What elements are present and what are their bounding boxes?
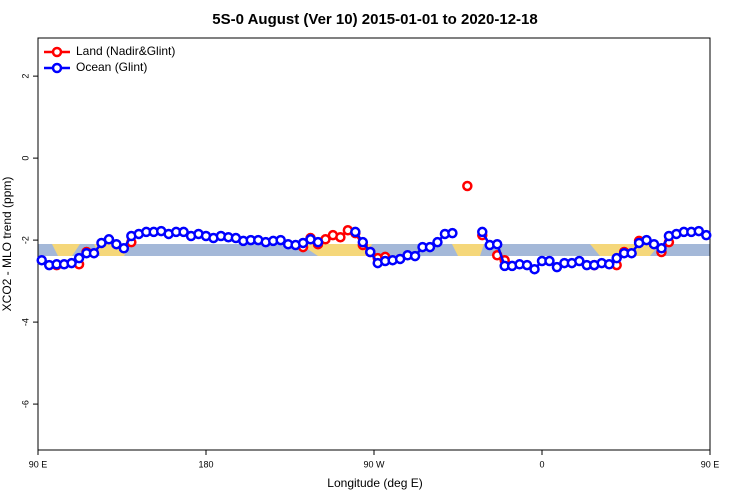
data-point: [335, 231, 346, 243]
data-point: [462, 180, 473, 192]
data-point: [544, 255, 555, 267]
data-point: [656, 243, 667, 254]
x-tick-label: 0: [539, 459, 544, 469]
y-tick-label: -6: [20, 400, 30, 408]
data-point: [275, 234, 286, 246]
x-tick-label: 90 W: [363, 459, 385, 469]
data-point: [88, 247, 100, 259]
data-point: [312, 236, 324, 248]
data-point: [424, 241, 436, 253]
data-point: [111, 238, 122, 250]
data-point: [574, 255, 585, 267]
data-point: [551, 261, 563, 273]
data-point: [641, 234, 652, 246]
data-point: [365, 246, 376, 258]
data-point: [701, 229, 712, 241]
data-point: [350, 226, 361, 238]
data-point: [648, 238, 660, 250]
data-point: [693, 225, 705, 237]
y-tick-label: 0: [20, 156, 30, 161]
data-point: [432, 236, 443, 248]
data-point: [611, 252, 622, 264]
data-point: [491, 238, 503, 250]
data-point: [477, 226, 488, 238]
data-point: [103, 234, 115, 245]
y-axis-label: XCO2 - MLO trend (ppm): [0, 177, 14, 312]
data-point: [36, 254, 47, 266]
legend-label: Land (Nadir&Glint): [76, 44, 175, 58]
legend-marker: [51, 46, 63, 58]
legend-label: Ocean (Glint): [76, 60, 147, 74]
data-point: [118, 243, 130, 254]
data-point: [409, 250, 421, 262]
legend-marker: [51, 62, 63, 74]
data-point: [178, 226, 189, 238]
x-tick-label: 90 E: [701, 459, 720, 469]
data-point: [66, 257, 77, 269]
y-tick-label: 2: [20, 74, 30, 79]
x-axis-label: Longitude (deg E): [327, 476, 422, 490]
x-tick-label: 180: [198, 459, 213, 469]
data-point: [529, 263, 540, 275]
data-point: [357, 236, 369, 248]
data-point: [73, 252, 85, 264]
data-point: [603, 259, 615, 270]
data-point: [521, 259, 533, 271]
x-tick-label: 90 E: [29, 459, 48, 469]
data-point: [626, 247, 637, 259]
data-point: [447, 227, 458, 239]
chart-title: 5S-0 August (Ver 10) 2015-01-01 to 2020-…: [212, 11, 537, 28]
y-tick-label: -2: [20, 236, 30, 244]
y-tick-label: -4: [20, 318, 30, 326]
